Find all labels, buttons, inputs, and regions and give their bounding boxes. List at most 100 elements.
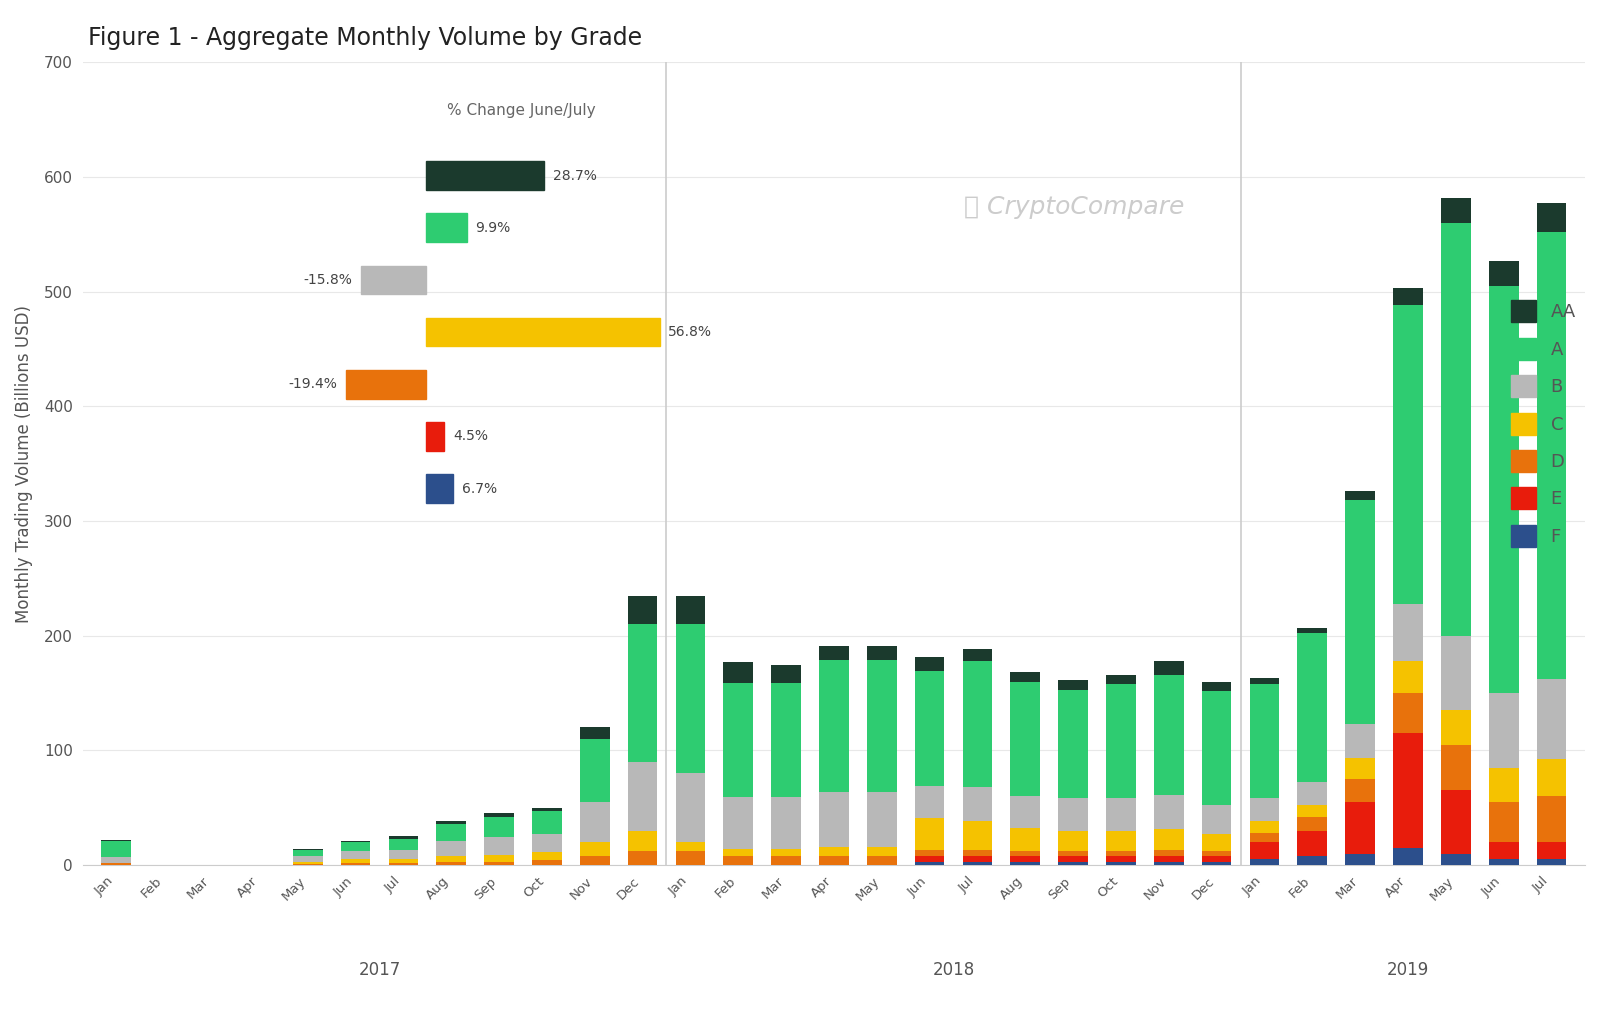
Bar <box>101 863 131 865</box>
Bar <box>1202 861 1232 865</box>
Text: 2018: 2018 <box>933 962 974 979</box>
Bar <box>627 762 658 830</box>
Bar <box>819 847 848 856</box>
Legend: AA, A, B, C, D, E, F: AA, A, B, C, D, E, F <box>1510 300 1576 546</box>
Bar <box>1490 286 1518 693</box>
Bar <box>341 840 370 842</box>
Bar <box>1346 854 1374 865</box>
Bar <box>1250 684 1280 798</box>
Bar <box>1154 661 1184 675</box>
Bar <box>437 824 466 840</box>
Bar <box>915 786 944 818</box>
Bar <box>675 842 706 851</box>
Bar <box>915 657 944 672</box>
Bar <box>1154 675 1184 795</box>
Bar <box>867 792 896 847</box>
Bar <box>1011 796 1040 828</box>
Bar <box>963 649 992 661</box>
Bar <box>1250 833 1280 842</box>
Bar <box>1250 678 1280 684</box>
Bar <box>1536 842 1566 859</box>
Bar <box>485 817 514 837</box>
Bar <box>675 851 706 865</box>
Bar <box>101 857 131 863</box>
Bar <box>1106 675 1136 684</box>
Bar <box>1106 856 1136 861</box>
Bar <box>1202 690 1232 805</box>
Bar <box>915 856 944 861</box>
Bar <box>101 840 131 857</box>
Bar <box>579 739 610 802</box>
Bar <box>1394 603 1422 661</box>
Bar <box>963 822 992 850</box>
Bar <box>867 646 896 659</box>
Bar <box>1011 856 1040 861</box>
Bar <box>1202 856 1232 861</box>
Bar <box>1536 796 1566 842</box>
Bar <box>1394 693 1422 733</box>
Bar <box>675 595 706 624</box>
Bar <box>1442 854 1470 865</box>
Bar <box>915 672 944 786</box>
Bar <box>1298 782 1326 805</box>
Bar <box>293 850 323 856</box>
Bar <box>819 792 848 847</box>
Bar <box>771 856 802 865</box>
Bar <box>341 859 370 863</box>
Bar <box>1394 848 1422 865</box>
Bar <box>1058 798 1088 830</box>
Bar <box>723 856 754 865</box>
Bar <box>867 847 896 856</box>
Bar <box>293 849 323 850</box>
Bar <box>1250 859 1280 865</box>
Bar <box>1298 830 1326 856</box>
Text: Ⓐ CryptoCompare: Ⓐ CryptoCompare <box>965 195 1184 218</box>
Bar <box>867 856 896 865</box>
Bar <box>341 851 370 859</box>
Bar <box>1490 768 1518 802</box>
Bar <box>819 646 848 659</box>
Bar <box>1011 861 1040 865</box>
Y-axis label: Monthly Trading Volume (Billions USD): Monthly Trading Volume (Billions USD) <box>14 304 34 623</box>
Bar <box>915 818 944 850</box>
Bar <box>771 683 802 797</box>
Bar <box>533 807 562 811</box>
Bar <box>533 853 562 860</box>
Bar <box>627 830 658 851</box>
Bar <box>1106 798 1136 830</box>
Bar <box>1490 261 1518 286</box>
Bar <box>533 811 562 834</box>
Bar <box>1536 859 1566 865</box>
Bar <box>293 861 323 864</box>
Bar <box>1058 689 1088 798</box>
Bar <box>1394 733 1422 848</box>
Bar <box>675 773 706 842</box>
Bar <box>293 864 323 865</box>
Bar <box>1058 680 1088 689</box>
Bar <box>1154 795 1184 829</box>
Bar <box>723 797 754 849</box>
Bar <box>915 850 944 856</box>
Bar <box>819 856 848 865</box>
Bar <box>1250 842 1280 859</box>
Bar <box>819 659 848 792</box>
Bar <box>1202 805 1232 834</box>
Bar <box>1346 723 1374 759</box>
Bar <box>389 836 418 838</box>
Bar <box>1442 198 1470 223</box>
Bar <box>1536 679 1566 760</box>
Bar <box>1011 851 1040 856</box>
Bar <box>915 861 944 865</box>
Bar <box>1106 851 1136 856</box>
Bar <box>1106 861 1136 865</box>
Bar <box>1250 798 1280 822</box>
Bar <box>723 662 754 683</box>
Bar <box>579 728 610 739</box>
Bar <box>1536 232 1566 679</box>
Bar <box>723 849 754 856</box>
Bar <box>963 850 992 856</box>
Bar <box>1346 500 1374 723</box>
Bar <box>1442 223 1470 635</box>
Bar <box>437 840 466 856</box>
Bar <box>1058 861 1088 865</box>
